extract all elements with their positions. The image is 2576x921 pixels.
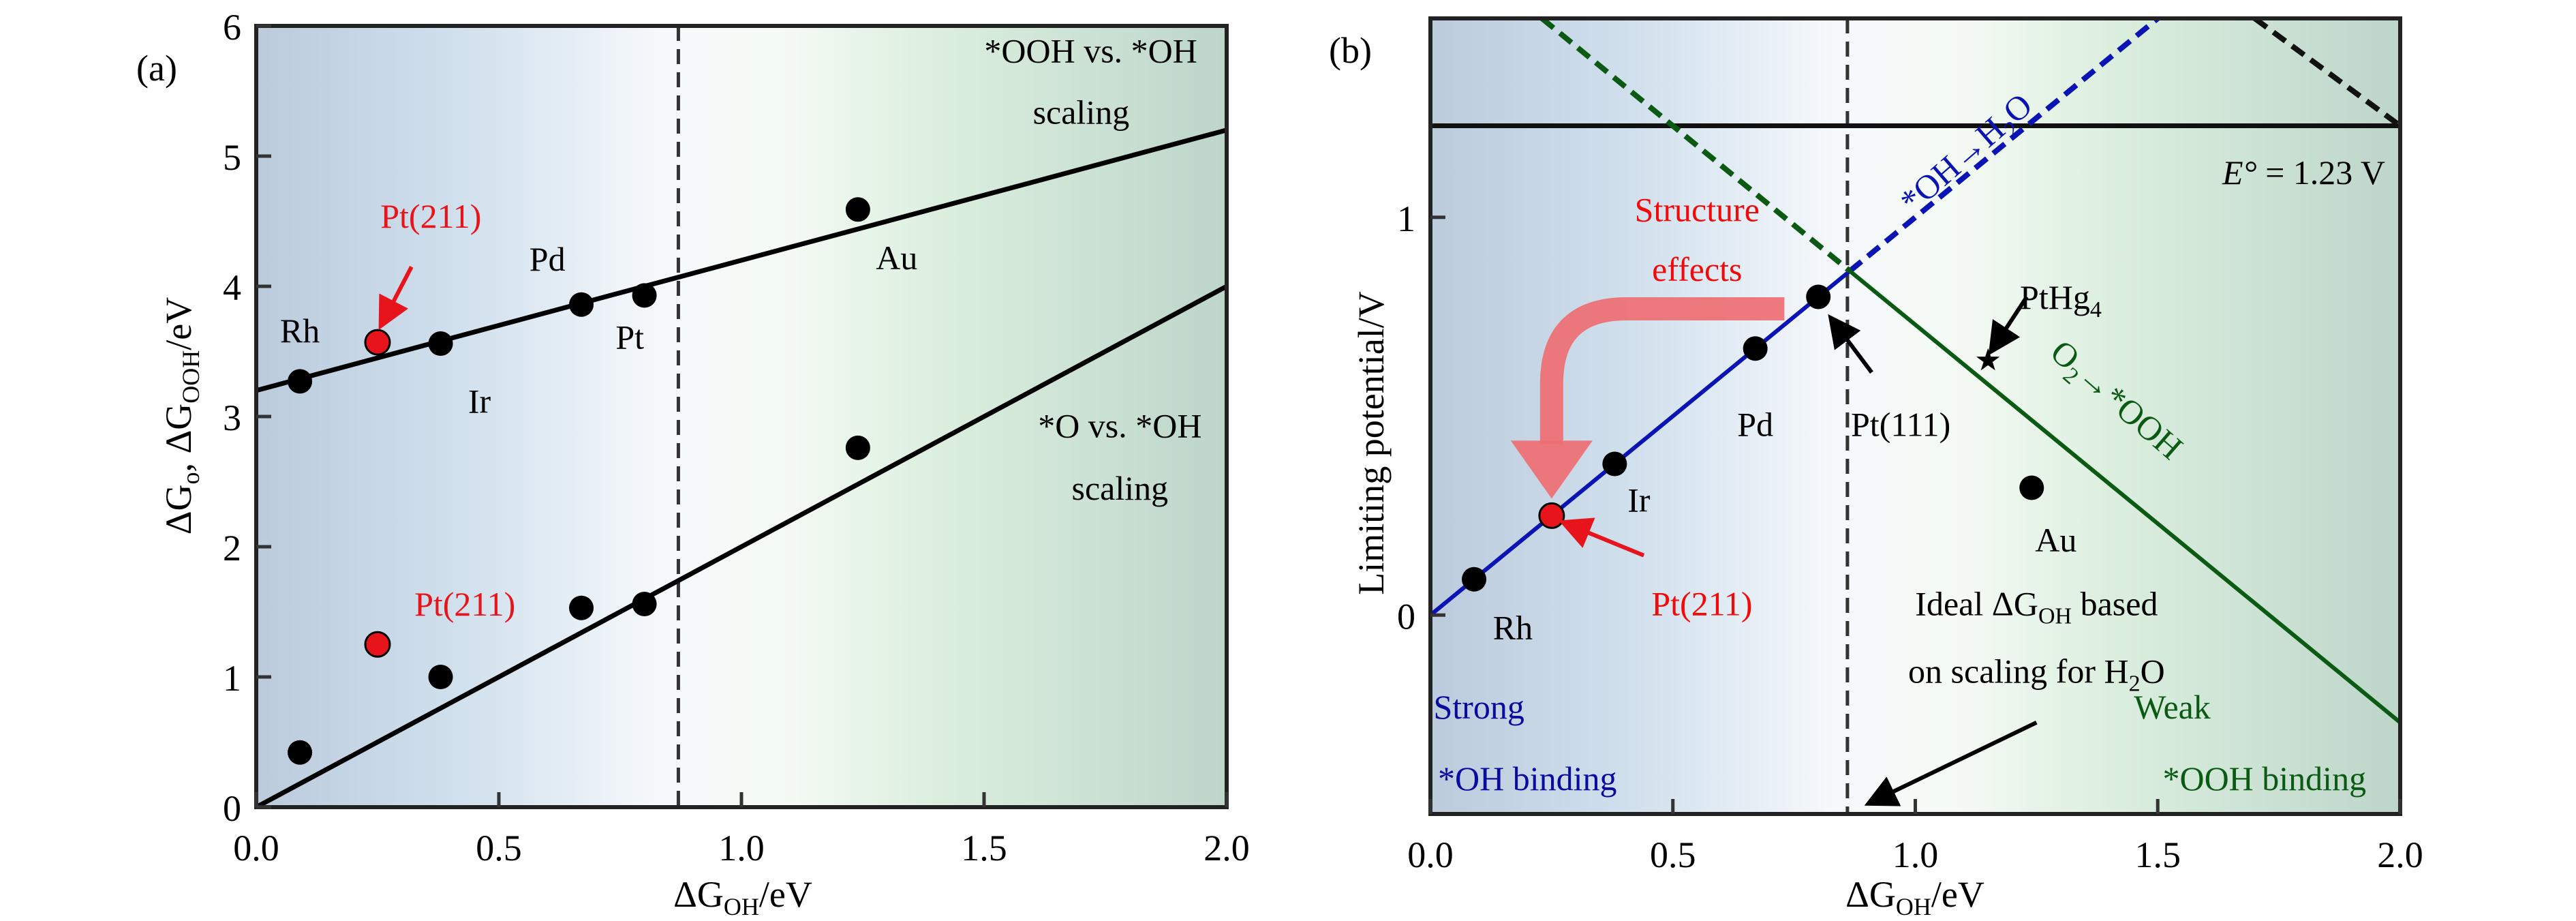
- fit-line-o-vs-oh: [255, 284, 1228, 810]
- annotation-arrow: [1988, 295, 2029, 356]
- y-tick-label: 5: [223, 137, 241, 178]
- annotation-arrow: [378, 265, 414, 331]
- fit-line-ooh-vs-oh: [256, 127, 1227, 393]
- line-upper-dashed-dashed: [2253, 16, 2402, 128]
- data-point-pd: [569, 292, 594, 317]
- annotation-strong: Strong: [1433, 688, 1524, 726]
- x-tick-label: 2.0: [2377, 834, 2423, 875]
- annotation-pt-111: Pt(111): [1851, 406, 1950, 444]
- line-oh-h2o-dashed: [1847, 16, 2160, 273]
- panel-a: *OOH vs. *OH scaling *O vs. *OH scaling Rh Pt…: [136, 7, 1250, 920]
- panel-b-background: [1430, 18, 2400, 814]
- annotation-pthg4: PtHg4: [2020, 278, 2102, 322]
- panel-a-x-axis-label: ΔGOH/eV: [673, 874, 812, 920]
- annotation-arrow: [1559, 517, 1645, 558]
- y-tick-label: 1: [1397, 198, 1415, 239]
- data-point-rh: [288, 369, 313, 394]
- annotation-ir: Ir: [468, 382, 491, 420]
- data-point-pd: [1743, 336, 1768, 361]
- panel-a-y-axis-label: ΔGo, ΔGOOH/eV: [158, 297, 204, 534]
- structure-effects-arrowhead: [1510, 440, 1593, 499]
- data-point-au: [845, 435, 870, 460]
- y-tick-label: 3: [223, 397, 241, 438]
- x-tick-label: 1.0: [1892, 834, 1939, 875]
- y-tick-label: 1: [223, 658, 241, 699]
- panel-b: Structure effects Rh Ir Pd Pt(111) Pt(211) Au Pt…: [1329, 16, 2423, 920]
- annotation-pt: Pt: [615, 318, 644, 357]
- x-tick-label: 1.5: [2135, 834, 2181, 875]
- x-tick-label: 0.0: [233, 828, 279, 869]
- panel-b-y-axis-label: Limiting potential/V: [1351, 291, 1392, 594]
- y-tick-label: 4: [223, 267, 241, 308]
- annotation-pd: Pd: [530, 240, 566, 278]
- annotation-arrow: [1828, 314, 1873, 374]
- data-point-pd: [569, 595, 594, 620]
- line-oh-h2o-solid: [1429, 269, 1852, 617]
- annotation-pt-211: Pt(211): [1651, 584, 1752, 622]
- data-point-au: [845, 197, 870, 222]
- line-o2-ooh-dashed: [1540, 16, 1852, 273]
- annotation-pd: Pd: [1737, 406, 1773, 444]
- data-point-pt: [632, 592, 657, 617]
- annotation-rh: Rh: [280, 312, 320, 350]
- data-point-au: [2019, 475, 2044, 500]
- annotation-scaling: scaling: [1033, 93, 1130, 131]
- y-tick-label: 2: [223, 528, 241, 569]
- data-point-rh: [1462, 567, 1487, 592]
- annotation-ooh-vs-oh: *OOH vs. *OH: [984, 31, 1197, 70]
- annotation-arrow: [1864, 721, 2038, 806]
- x-tick-label: 0.5: [476, 828, 522, 869]
- data-point-pt211: [364, 631, 391, 658]
- structure-effects-arrow: [1539, 297, 1785, 444]
- line-o2-ooh-solid: [1848, 269, 2402, 725]
- x-tick-label: 1.0: [718, 828, 765, 869]
- data-point-ir: [428, 331, 453, 357]
- annotation-pt-211: Pt(211): [380, 197, 481, 235]
- annotation-ooh-binding: *OOH binding: [2162, 759, 2366, 798]
- panel-b-tag: (b): [1329, 30, 1372, 71]
- annotation-au: Au: [2035, 521, 2076, 559]
- data-point-ir: [428, 665, 453, 689]
- equilibrium-value: = 1.23 V: [2257, 153, 2385, 192]
- equilibrium-potential-label: E° = 1.23 V: [2222, 153, 2385, 192]
- panel-b-x-axis-label: ΔGOH/eV: [1845, 874, 1984, 920]
- x-tick-label: 0.5: [1650, 834, 1696, 875]
- annotation-weak: Weak: [2134, 688, 2211, 726]
- annotation-ideal-g-oh-based: Ideal ΔGOH based: [1915, 584, 2158, 629]
- y-tick-label: 0: [1397, 596, 1415, 637]
- data-point-rh: [288, 740, 313, 765]
- data-point-pt211: [364, 329, 391, 356]
- annotation-scaling: scaling: [1072, 469, 1169, 507]
- panel-a-background: [256, 26, 1227, 807]
- data-point-pthg4: [1976, 348, 2000, 371]
- panel-a-tag: (a): [136, 48, 177, 89]
- annotation-effects: effects: [1652, 250, 1742, 288]
- annotation-oh-binding: *OH binding: [1438, 759, 1617, 798]
- annotation-rh: Rh: [1493, 608, 1533, 646]
- data-point-pt: [632, 283, 657, 308]
- y-tick-label: 0: [223, 788, 241, 829]
- annotation-o-vs-oh: *O vs. *OH: [1038, 407, 1201, 445]
- y-tick-label: 6: [223, 7, 241, 48]
- x-tick-label: 1.5: [961, 828, 1007, 869]
- annotation-au: Au: [876, 239, 917, 277]
- data-point-pt111: [1806, 284, 1831, 309]
- annotation-structure: Structure: [1635, 191, 1760, 229]
- data-point-ir: [1602, 451, 1627, 477]
- annotation-ir: Ir: [1627, 481, 1651, 519]
- annotation-on-scaling-for-h2o: on scaling for H2O: [1908, 652, 2165, 696]
- annotation-pt-211: Pt(211): [414, 585, 515, 623]
- data-point-pt211: [1538, 502, 1565, 529]
- x-tick-label: 0.0: [1407, 834, 1454, 875]
- x-tick-label: 2.0: [1203, 828, 1250, 869]
- equilibrium-symbol: E°: [2222, 153, 2257, 192]
